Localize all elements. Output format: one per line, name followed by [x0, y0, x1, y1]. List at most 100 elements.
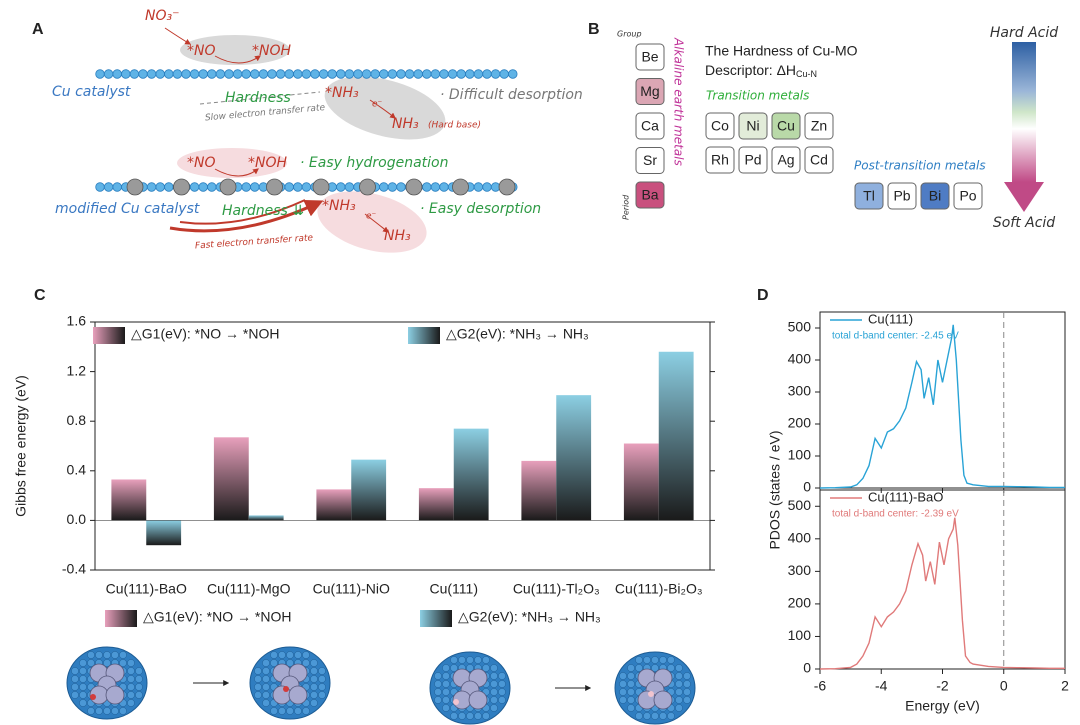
cu-atom [327, 69, 337, 79]
element-box [804, 146, 834, 174]
x-tick-label: 0 [1000, 678, 1008, 694]
slab-atom [111, 707, 119, 715]
slab-atom [643, 656, 651, 664]
bar [248, 515, 284, 521]
slab-atom [71, 675, 79, 683]
slab-atom [310, 683, 318, 691]
cu-atom [439, 69, 449, 79]
cu-atom [473, 69, 484, 79]
panel-label: A [32, 21, 44, 38]
slab-atom [262, 675, 270, 683]
x-tick-label: Cu(111)-Tl₂O₃ [513, 581, 600, 597]
bar [111, 479, 147, 521]
arrow [364, 213, 389, 233]
slab-atom [442, 704, 450, 712]
oxide-atom [266, 178, 283, 196]
slab-atom [71, 683, 79, 691]
pdos-line [819, 324, 1065, 489]
slab-atom [79, 675, 87, 683]
annotation: total d-band center: -2.39 eV [832, 509, 959, 520]
hardness-label: Hardness [225, 90, 291, 106]
property: · Easy desorption [420, 201, 541, 217]
slab-atom [127, 683, 135, 691]
element-box [635, 78, 665, 105]
element-symbol: Pd [744, 152, 761, 168]
slab-atom [318, 675, 326, 683]
element-symbol: Ca [641, 118, 659, 134]
slab-atom [458, 656, 466, 664]
slab-atom [619, 680, 627, 688]
cu-atom [422, 182, 432, 192]
slab-atom [498, 696, 506, 704]
slab-atom [135, 667, 143, 675]
cu-atom [318, 69, 329, 79]
oxide-atom [498, 178, 516, 196]
slab-atom [310, 659, 318, 667]
cu-atom [379, 182, 389, 192]
slab-atom [270, 651, 278, 659]
slab-atom [474, 656, 482, 664]
slab-atom [87, 659, 95, 667]
cu-atom [146, 182, 157, 192]
descriptor-subscript: Cu-N [796, 69, 817, 79]
slab-atom [498, 688, 506, 696]
annotation: total d-band center: -2.45 eV [832, 331, 959, 342]
slab-atom [302, 651, 310, 659]
slab-atom [127, 659, 135, 667]
arrow [169, 200, 324, 233]
cu-atom [241, 182, 251, 192]
slab-atom [474, 712, 482, 720]
cu-atom [396, 69, 406, 79]
slab-atom [434, 696, 442, 704]
cu-atom [121, 69, 131, 79]
species: NO₃⁻ [145, 8, 180, 24]
species: *NH₃ [322, 198, 356, 214]
slab-atom [490, 704, 498, 712]
element-box [887, 182, 917, 210]
slab-atom [675, 680, 683, 688]
element-symbol: Tl [863, 188, 875, 204]
cu-atom [379, 69, 389, 79]
slab-atom [71, 667, 79, 675]
y-tick-label: 0.0 [67, 511, 87, 527]
cu-atom [361, 69, 372, 79]
species-note: (Hard base) [428, 121, 481, 131]
slab-atom [651, 656, 659, 664]
highlight [177, 148, 287, 178]
cu-atom [499, 69, 509, 79]
slab-atom [278, 651, 286, 659]
x-tick-label: Cu(111)-BaO [106, 581, 187, 597]
cu-atom [482, 182, 492, 192]
slab-atom [286, 659, 294, 667]
slab-atom [254, 691, 262, 699]
slab-atom [87, 707, 95, 715]
slab-atom [683, 696, 691, 704]
element-box [635, 181, 665, 209]
element-box [635, 43, 665, 71]
slab-atom [262, 667, 270, 675]
legend-label: △G1(eV): *NO → *NOH [143, 609, 291, 625]
slab-atom [442, 696, 450, 704]
slab-atom [103, 659, 111, 667]
slab-atom [643, 712, 651, 720]
element-box [705, 146, 735, 174]
panel-label: D [757, 287, 769, 304]
element-box [771, 112, 801, 140]
cu-atom [293, 182, 303, 192]
cu-atom [284, 182, 294, 192]
slab-atom [254, 675, 262, 683]
element-symbol: Cd [810, 152, 828, 168]
cu-atom [95, 182, 105, 192]
element-box [771, 146, 801, 174]
oxide-atom [219, 178, 237, 196]
slab-atom [683, 672, 691, 680]
slab-atom [667, 664, 675, 672]
cu-atom [344, 182, 355, 192]
cu-atom [215, 69, 226, 79]
slab-atom [310, 691, 318, 699]
cu-atom [456, 69, 466, 79]
cu-atom [164, 182, 174, 192]
element-symbol: Sr [643, 152, 657, 168]
slab-atom [310, 675, 318, 683]
y-tick-label: 500 [788, 319, 812, 335]
